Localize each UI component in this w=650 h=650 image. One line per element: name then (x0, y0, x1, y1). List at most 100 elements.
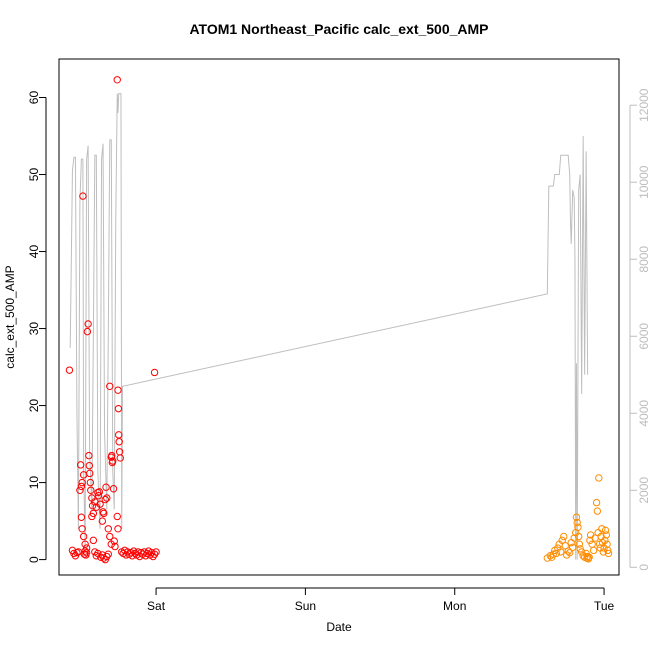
data-point-s1-24 (89, 536, 98, 545)
data-point-s1-61 (109, 457, 117, 465)
data-point-s1-40 (95, 488, 104, 496)
y-tick-label-5: 50 (27, 168, 41, 182)
data-point-s1-48 (98, 517, 107, 525)
data-point-s1-10 (79, 192, 87, 200)
y-axis-label: calc_ext_500_AMP (3, 265, 17, 368)
data-point-s1-50 (100, 509, 108, 518)
y-tick-label-0: 0 (27, 556, 41, 563)
data-point-s2-3 (549, 550, 557, 558)
data-point-s1-7 (76, 461, 85, 469)
data-point-s2-50 (601, 526, 610, 535)
data-point-s2-51 (602, 531, 611, 539)
data-point-s2-32 (585, 553, 593, 561)
data-point-s2-11 (561, 542, 569, 550)
data-point-s1-39 (94, 491, 103, 500)
data-point-s1-51 (101, 495, 109, 504)
data-point-s1-55 (106, 532, 114, 541)
data-point-s1-30 (79, 532, 88, 541)
data-point-s2-41 (595, 474, 603, 482)
x-tick-label-3: Tue (594, 599, 615, 613)
data-point-s1-97 (152, 548, 160, 556)
data-point-s1-98 (150, 368, 159, 377)
data-point-s2-46 (598, 538, 607, 547)
y-tick-label-6: 60 (27, 91, 41, 105)
data-point-s1-54 (104, 525, 112, 533)
data-point-s1-17 (84, 320, 92, 328)
data-point-s1-9 (78, 478, 86, 487)
data-point-s2-10 (560, 532, 568, 541)
data-point-s1-29 (78, 525, 86, 533)
y2-tick-label-6: 12000 (637, 88, 650, 122)
data-point-s1-41 (96, 500, 104, 508)
y2-tick-label-5: 10000 (637, 165, 650, 199)
data-point-s2-49 (601, 536, 609, 545)
data-point-s1-22 (87, 486, 95, 494)
data-point-s1-57 (106, 382, 114, 391)
data-point-s2-5 (552, 549, 560, 558)
data-point-s2-54 (604, 549, 613, 558)
x-tick-label-1: Sun (295, 599, 316, 613)
data-point-s2-8 (557, 548, 565, 556)
data-point-s1-59 (108, 451, 116, 460)
y2-tick-label-3: 6000 (637, 323, 650, 350)
data-point-s1-32 (82, 544, 91, 552)
y-tick-label-3: 30 (27, 322, 41, 336)
x-tick-label-0: Sat (147, 599, 166, 613)
y2-tick-label-0: 0 (637, 564, 650, 571)
data-point-s2-38 (592, 498, 601, 507)
data-point-s1-16 (83, 327, 92, 336)
data-point-s1-34 (88, 501, 97, 510)
x-tick-label-2: Mon (443, 599, 466, 613)
data-point-s1-52 (102, 483, 110, 491)
data-point-s1-31 (81, 540, 89, 548)
data-point-s2-13 (564, 547, 572, 555)
data-point-s2-16 (569, 543, 577, 551)
data-point-s2-21 (574, 523, 582, 531)
data-point-s1-0 (65, 366, 74, 374)
data-point-s2-9 (558, 536, 566, 545)
data-point-s2-19 (572, 513, 581, 521)
data-point-s1-35 (89, 509, 98, 518)
data-point-s2-47 (599, 548, 608, 556)
y-tick-label-2: 20 (27, 399, 41, 413)
data-point-s2-17 (570, 534, 578, 542)
chart-title: ATOM1 Northeast_Pacific calc_ext_500_AMP (189, 21, 488, 37)
data-point-s2-39 (593, 507, 602, 515)
data-point-s1-15 (82, 548, 91, 557)
data-point-s1-63 (110, 537, 118, 545)
data-point-s1-69 (115, 438, 123, 446)
y2-tick-label-2: 4000 (637, 400, 650, 427)
data-point-s1-19 (85, 461, 94, 470)
data-point-s1-18 (85, 451, 93, 460)
data-point-s1-71 (116, 454, 124, 462)
y2-tick-label-1: 2000 (637, 477, 650, 504)
series-line (69, 93, 589, 560)
data-point-s1-6 (76, 486, 84, 494)
data-point-s2-23 (575, 540, 584, 548)
data-point-s1-20 (86, 469, 94, 478)
plot-frame (58, 58, 620, 576)
data-point-s2-36 (589, 546, 598, 555)
data-point-s1-64 (111, 542, 119, 551)
data-point-s2-53 (604, 546, 612, 555)
data-point-s1-21 (86, 478, 95, 487)
data-point-s2-22 (574, 532, 583, 541)
data-point-s1-73 (114, 525, 122, 533)
data-point-s1-62 (109, 485, 118, 493)
data-point-s1-8 (77, 482, 86, 491)
data-point-s2-45 (598, 525, 606, 533)
y2-tick-label-4: 8000 (637, 246, 650, 273)
data-point-s1-65 (113, 76, 121, 84)
data-point-s1-28 (77, 513, 86, 521)
data-point-s1-53 (103, 494, 111, 502)
data-point-s1-66 (114, 386, 122, 394)
data-point-s1-47 (104, 550, 112, 558)
data-point-s1-67 (114, 404, 123, 413)
data-point-s2-14 (566, 548, 574, 557)
data-point-s2-20 (573, 518, 581, 527)
data-point-s1-68 (115, 431, 123, 439)
x-axis-label: Date (326, 620, 352, 634)
y-tick-label-4: 40 (27, 245, 41, 259)
data-point-s1-72 (113, 512, 121, 521)
